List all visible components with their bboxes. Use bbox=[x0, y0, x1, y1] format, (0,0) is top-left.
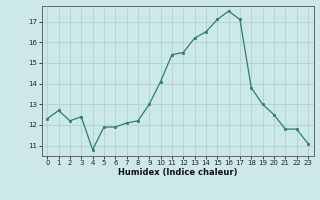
X-axis label: Humidex (Indice chaleur): Humidex (Indice chaleur) bbox=[118, 168, 237, 177]
